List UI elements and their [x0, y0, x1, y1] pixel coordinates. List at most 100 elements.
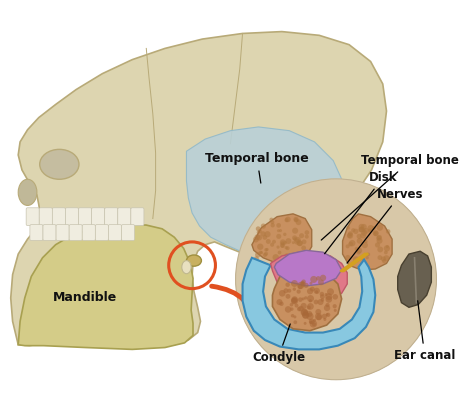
Circle shape [310, 276, 317, 283]
FancyBboxPatch shape [95, 225, 109, 241]
Circle shape [297, 241, 303, 246]
Circle shape [269, 218, 273, 222]
Circle shape [292, 288, 296, 291]
FancyBboxPatch shape [79, 208, 91, 226]
Circle shape [293, 320, 297, 324]
Circle shape [301, 239, 307, 244]
Circle shape [266, 239, 271, 244]
Circle shape [258, 229, 262, 233]
Text: Mandible: Mandible [53, 291, 117, 304]
Circle shape [347, 233, 352, 238]
Circle shape [386, 245, 389, 248]
Circle shape [276, 245, 280, 249]
Circle shape [292, 296, 298, 303]
Circle shape [358, 224, 365, 229]
Circle shape [356, 250, 361, 255]
Circle shape [309, 299, 312, 303]
Circle shape [348, 242, 353, 246]
Circle shape [326, 313, 328, 316]
Circle shape [362, 229, 365, 232]
Circle shape [326, 296, 332, 303]
Circle shape [361, 224, 367, 230]
FancyBboxPatch shape [118, 208, 131, 226]
FancyBboxPatch shape [69, 225, 82, 241]
Circle shape [327, 288, 334, 295]
Circle shape [281, 241, 284, 245]
Circle shape [301, 297, 305, 300]
Polygon shape [243, 258, 375, 350]
Circle shape [376, 235, 382, 241]
FancyBboxPatch shape [131, 208, 144, 226]
Circle shape [307, 303, 314, 310]
Circle shape [349, 240, 356, 246]
Circle shape [323, 318, 326, 321]
Circle shape [259, 250, 262, 254]
Circle shape [297, 307, 301, 311]
Circle shape [318, 279, 324, 285]
Circle shape [298, 297, 302, 302]
Circle shape [373, 230, 379, 236]
Circle shape [373, 231, 379, 236]
Circle shape [316, 276, 320, 280]
Circle shape [296, 219, 301, 225]
Polygon shape [274, 250, 342, 286]
Circle shape [384, 245, 390, 252]
Circle shape [301, 309, 308, 316]
FancyBboxPatch shape [30, 225, 43, 241]
Ellipse shape [182, 261, 191, 274]
Circle shape [301, 309, 308, 316]
Circle shape [346, 244, 350, 248]
Circle shape [310, 287, 315, 292]
Circle shape [285, 294, 291, 299]
Circle shape [324, 305, 330, 311]
Circle shape [305, 235, 309, 239]
Circle shape [255, 252, 261, 258]
Circle shape [260, 251, 263, 254]
Circle shape [363, 228, 369, 234]
Circle shape [256, 226, 261, 231]
Ellipse shape [186, 255, 201, 266]
Text: Temporal bone: Temporal bone [205, 152, 309, 183]
Ellipse shape [18, 179, 37, 205]
Circle shape [301, 246, 306, 250]
Circle shape [291, 314, 294, 318]
Circle shape [377, 224, 383, 231]
Circle shape [304, 230, 309, 235]
FancyBboxPatch shape [43, 225, 56, 241]
Circle shape [375, 243, 380, 248]
Circle shape [309, 320, 312, 324]
Circle shape [348, 231, 353, 236]
FancyBboxPatch shape [65, 208, 79, 226]
FancyBboxPatch shape [121, 225, 135, 241]
FancyBboxPatch shape [39, 208, 52, 226]
Circle shape [294, 218, 298, 222]
Circle shape [319, 292, 324, 296]
Circle shape [320, 294, 325, 299]
Circle shape [297, 290, 301, 294]
Circle shape [263, 235, 267, 240]
Circle shape [285, 216, 291, 222]
Circle shape [325, 293, 332, 300]
Circle shape [293, 237, 297, 241]
FancyBboxPatch shape [52, 208, 65, 226]
Circle shape [290, 307, 293, 311]
Circle shape [271, 223, 275, 228]
Circle shape [347, 233, 353, 239]
Polygon shape [18, 224, 193, 350]
Circle shape [381, 256, 386, 261]
Circle shape [263, 253, 267, 257]
Circle shape [333, 304, 337, 308]
Circle shape [261, 224, 266, 229]
Circle shape [318, 299, 324, 305]
Circle shape [298, 306, 304, 311]
Circle shape [276, 299, 283, 305]
Circle shape [310, 320, 317, 327]
Circle shape [287, 289, 292, 293]
Circle shape [257, 231, 260, 234]
Circle shape [360, 233, 366, 239]
Circle shape [365, 240, 368, 243]
Circle shape [358, 227, 364, 232]
Circle shape [291, 298, 297, 304]
FancyBboxPatch shape [56, 225, 69, 241]
Circle shape [270, 220, 274, 224]
